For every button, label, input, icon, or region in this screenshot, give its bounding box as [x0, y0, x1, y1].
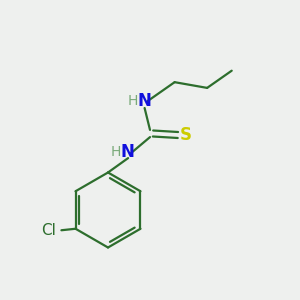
Text: N: N [137, 92, 151, 110]
Text: S: S [180, 126, 192, 144]
Text: Cl: Cl [41, 223, 56, 238]
Text: N: N [121, 142, 134, 160]
Text: H: H [128, 94, 138, 108]
Text: H: H [111, 145, 121, 158]
